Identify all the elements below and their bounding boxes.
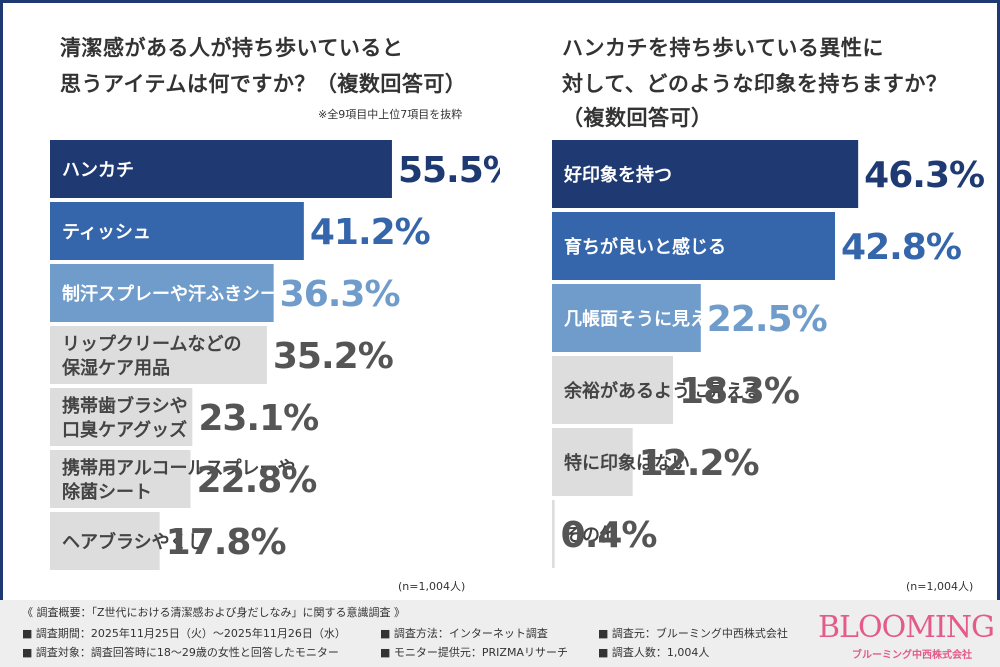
left-category-label-6-line-1: 携帯用アルコールスプレーや [62,457,295,479]
right-title-line-3: （複数回答可） [562,106,713,130]
right-sample-size: (n=1,004人) [906,580,974,593]
left-bar-3 [50,264,274,322]
survey-target: ■ 調査対象：調査回答時に18〜29歳の女性と回答したモニター [22,646,339,659]
survey-heading: 《 調査概要：「Z世代における清潔感および身だしなみ」に関する意識調査 》 [22,606,406,619]
right-bar-5 [552,428,633,496]
right-category-label-1: 好印象を持つ [563,164,672,186]
left-bar-1 [50,140,392,198]
right-bar-3 [552,284,701,352]
survey-provider: ■ モニター提供元：PRIZMAリサーチ [380,646,568,659]
right-value-label-2: 42.8% [841,227,961,268]
right-category-label-4: 余裕があるように見える [563,380,761,402]
left-value-label-6: 22.8% [196,460,316,501]
left-value-label-7: 17.8% [166,522,286,563]
left-bar-5 [50,388,193,446]
right-category-label-2: 育ちが良いと感じる [564,236,726,258]
right-bar-4 [552,356,674,424]
left-note: ※全9項目中上位7項目を抜粋 [318,108,463,121]
left-category-label-2: ティッシュ [62,222,151,243]
left-bar-7 [50,512,160,570]
survey-footer [0,600,1000,667]
right-category-label-5: 特に印象はない [564,452,690,474]
left-category-label-7: ヘアブラシやくし [62,531,206,553]
left-category-label-5-line-1: 携帯歯ブラシや [62,395,188,417]
survey-period: ■ 調査期間：2025年11月25日（火）〜2025年11月26日（水） [22,627,346,640]
right-value-label-4: 18.3% [679,371,799,412]
left-category-label-5-line-2: 口臭ケアグッズ [62,419,187,441]
left-value-label-3: 36.3% [280,274,400,315]
left-category-label-4-line-1: リップクリームなどの [62,333,241,355]
left-category-label-3: 制汗スプレーや汗ふきシート [62,283,296,305]
blooming-logo: BLOOMING [818,610,995,645]
left-category-label-6-line-2: 除菌シート [62,481,152,503]
left-bar-2 [50,202,304,260]
right-value-label-1: 46.3% [864,155,984,196]
left-value-label-4: 35.2% [273,336,393,377]
right-value-label-3: 22.5% [707,299,827,340]
left-value-label-2: 41.2% [310,212,430,253]
right-title-line-1: ハンカチを持ち歩いている異性に [562,36,884,60]
left-bar-6 [50,450,191,508]
right-title-line-2: 対して、どのような印象を持ちますか？ [562,72,948,96]
survey-method: ■ 調査方法：インターネット調査 [380,627,548,640]
right-category-label-3: 几帳面そうに見える [564,308,725,330]
survey-count: ■ 調査人数：1,004人 [598,646,710,659]
left-title-line-1: 清潔感がある人が持ち歩いていると [60,36,404,60]
right-value-label-5: 12.2% [639,443,759,484]
left-value-label-1: 55.5% [398,150,500,191]
left-sample-size: (n=1,004人) [398,580,466,593]
blooming-logo-subtext: ブルーミング中西株式会社 [852,650,972,661]
left-bar-4 [50,326,267,384]
left-category-label-1: ハンカチ [62,160,134,181]
right-category-label-6: その他 [564,524,618,546]
left-title-line-2: 思うアイテムは何ですか？（複数回答可） [60,72,467,96]
survey-source: ■ 調査元：ブルーミング中西株式会社 [598,627,788,640]
left-value-label-5: 23.1% [198,398,318,439]
left-category-label-4-line-2: 保湿ケア用品 [61,357,170,379]
right-value-label-6: 0.4% [561,515,657,556]
right-bar-1 [552,140,859,208]
right-bar-2 [552,212,836,280]
right-bar-6 [552,500,555,568]
